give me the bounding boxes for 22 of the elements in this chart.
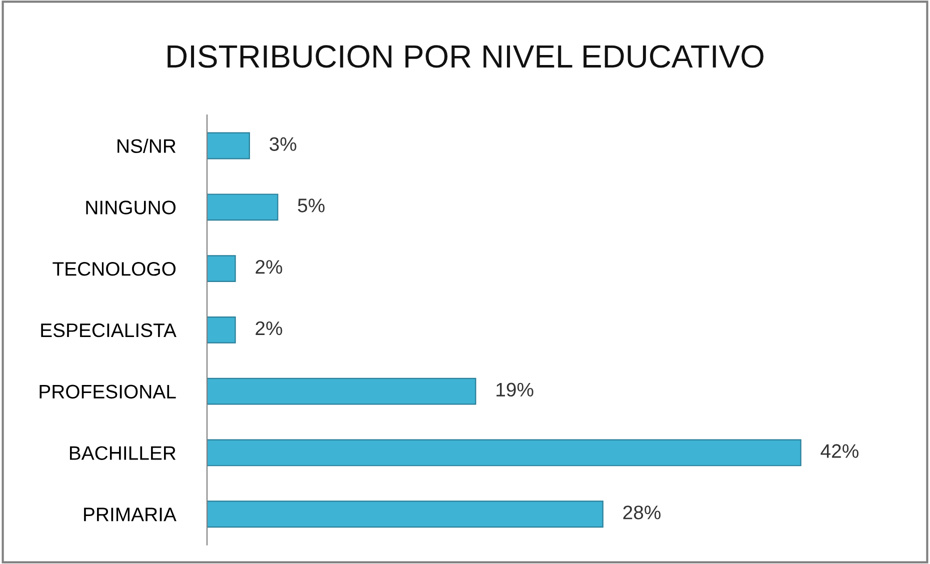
- chart-title: DISTRIBUCION POR NIVEL EDUCATIVO: [168, 45, 764, 68]
- bar: [207, 255, 236, 282]
- data-label: 3%: [270, 137, 296, 151]
- data-label: 5%: [298, 198, 325, 212]
- data-label: 42%: [820, 444, 858, 458]
- bar: [207, 194, 278, 221]
- bar: [207, 316, 236, 344]
- bar: [207, 439, 802, 466]
- data-label: 28%: [623, 506, 661, 520]
- y-tick-label: NINGUNO: [86, 200, 176, 214]
- y-tick-label: PRIMARIA: [84, 508, 176, 522]
- bar: [207, 378, 476, 405]
- y-tick-label: ESPECIALISTA: [41, 323, 176, 338]
- data-label: 19%: [496, 382, 534, 397]
- bar: [207, 132, 250, 160]
- bar: [207, 500, 604, 528]
- y-tick-label: NS/NR: [118, 138, 176, 153]
- y-tick-label: PROFESIONAL: [40, 384, 176, 399]
- data-label: 2%: [256, 321, 282, 336]
- y-tick-label: BACHILLER: [70, 446, 176, 460]
- data-label: 2%: [256, 260, 282, 274]
- y-tick-label: TECNOLOGO: [52, 262, 176, 276]
